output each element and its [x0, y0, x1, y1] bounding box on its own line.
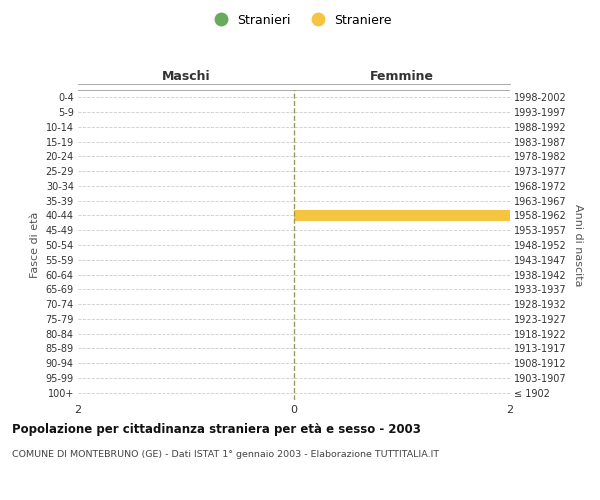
- Legend: Stranieri, Straniere: Stranieri, Straniere: [203, 8, 397, 32]
- Text: Popolazione per cittadinanza straniera per età e sesso - 2003: Popolazione per cittadinanza straniera p…: [12, 422, 421, 436]
- Text: Maschi: Maschi: [161, 70, 211, 82]
- Text: Femmine: Femmine: [370, 70, 434, 82]
- Bar: [294, 210, 510, 222]
- Y-axis label: Fasce di età: Fasce di età: [30, 212, 40, 278]
- Y-axis label: Anni di nascita: Anni di nascita: [572, 204, 583, 286]
- Text: COMUNE DI MONTEBRUNO (GE) - Dati ISTAT 1° gennaio 2003 - Elaborazione TUTTITALIA: COMUNE DI MONTEBRUNO (GE) - Dati ISTAT 1…: [12, 450, 439, 459]
